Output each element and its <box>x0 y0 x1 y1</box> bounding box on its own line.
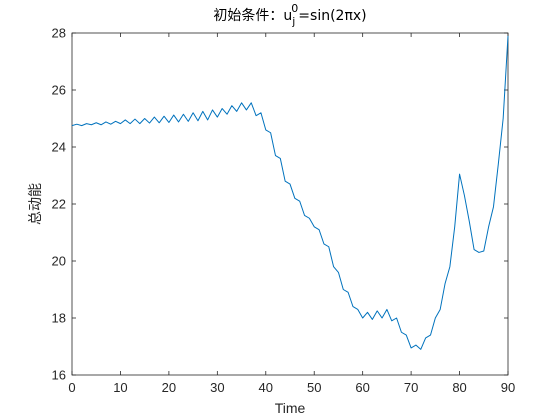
y-tick-label: 20 <box>52 254 66 269</box>
y-axis-label: 总动能 <box>27 183 43 225</box>
y-tick-label: 28 <box>52 26 66 41</box>
x-tick-label: 0 <box>68 380 75 395</box>
y-tick-label: 18 <box>52 311 66 326</box>
y-tick-label: 24 <box>52 140 66 155</box>
x-tick-label: 70 <box>404 380 418 395</box>
x-tick-label: 60 <box>355 380 369 395</box>
chart-title: 初始条件：uj0=sin(2πx) <box>213 2 366 28</box>
x-tick-label: 50 <box>307 380 321 395</box>
y-tick-label: 22 <box>52 197 66 212</box>
x-tick-label: 10 <box>113 380 127 395</box>
x-tick-label: 20 <box>162 380 176 395</box>
y-tick-label: 16 <box>52 368 66 383</box>
x-tick-label: 90 <box>501 380 515 395</box>
chart-title-prefix: 初始条件：u <box>213 7 292 24</box>
x-tick-label: 80 <box>452 380 466 395</box>
chart-title-suffix: =sin(2πx) <box>298 8 366 24</box>
x-tick-label: 30 <box>210 380 224 395</box>
series-line <box>71 35 509 350</box>
x-tick-label: 40 <box>259 380 273 395</box>
x-axis-label: Time <box>275 400 306 416</box>
axes-box <box>71 32 509 376</box>
chart-title-superscript: 0 <box>291 2 298 15</box>
plot-area: 0 10 20 30 40 50 60 70 80 90 16 18 20 22 24 26 28 <box>52 26 516 396</box>
y-tick-label: 26 <box>52 83 66 98</box>
chart-title-subscript: j <box>291 15 295 28</box>
